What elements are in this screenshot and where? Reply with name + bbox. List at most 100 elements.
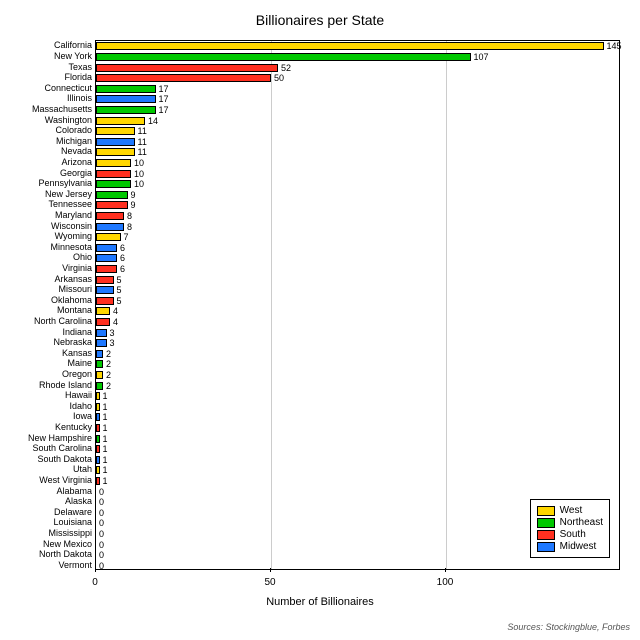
y-axis-label: Tennessee [2, 199, 92, 209]
x-axis-label: Number of Billionaires [0, 596, 640, 608]
y-axis-label: Alabama [2, 486, 92, 496]
gridline [271, 41, 272, 569]
y-axis-label: Arkansas [2, 274, 92, 284]
bar-value-label: 0 [99, 497, 104, 507]
bar-row: 0 [96, 530, 104, 538]
bar-row: 11 [96, 127, 147, 135]
bar [96, 74, 271, 82]
bar [96, 201, 128, 209]
y-axis-label: Michigan [2, 136, 92, 146]
bar-row: 3 [96, 339, 115, 347]
bar [96, 456, 100, 464]
bar-row: 145 [96, 42, 622, 50]
bar [96, 307, 110, 315]
y-axis-label: Minnesota [2, 242, 92, 252]
y-axis-label: Maine [2, 358, 92, 368]
bar-value-label: 11 [138, 137, 147, 147]
bar [96, 286, 114, 294]
bar-value-label: 3 [110, 338, 115, 348]
bar-value-label: 4 [113, 317, 118, 327]
bar-row: 2 [96, 382, 111, 390]
y-axis-label: Illinois [2, 93, 92, 103]
bar-value-label: 5 [117, 285, 122, 295]
bar-row: 0 [96, 519, 104, 527]
gridline [446, 41, 447, 569]
bar-row: 8 [96, 212, 132, 220]
bar [96, 42, 604, 50]
y-axis-label: Mississippi [2, 528, 92, 538]
y-axis-label: New Hampshire [2, 433, 92, 443]
bar-value-label: 8 [127, 211, 132, 221]
bar [96, 371, 103, 379]
y-axis-label: Florida [2, 72, 92, 82]
bar-row: 0 [96, 488, 104, 496]
bar-row: 107 [96, 53, 489, 61]
bar [96, 212, 124, 220]
bar-row: 1 [96, 424, 108, 432]
bar-row: 2 [96, 350, 111, 358]
bar-value-label: 6 [120, 264, 125, 274]
bar [96, 254, 117, 262]
bar-value-label: 9 [131, 190, 136, 200]
y-axis-label: California [2, 40, 92, 50]
bar [96, 159, 131, 167]
bar [96, 329, 107, 337]
plot-area: 1451075250171717141111111010109988766655… [95, 40, 620, 570]
y-axis-label: Colorado [2, 125, 92, 135]
y-axis-label: Missouri [2, 284, 92, 294]
bar [96, 117, 145, 125]
bar-value-label: 9 [131, 200, 136, 210]
y-axis-label: Wisconsin [2, 221, 92, 231]
bar [96, 466, 100, 474]
bar-value-label: 1 [103, 444, 108, 454]
bar-value-label: 0 [99, 550, 104, 560]
bar [96, 276, 114, 284]
x-tick [270, 568, 271, 572]
bar [96, 297, 114, 305]
bar [96, 170, 131, 178]
bar-row: 1 [96, 403, 108, 411]
bar-value-label: 1 [103, 402, 108, 412]
bar-row: 1 [96, 477, 108, 485]
bar [96, 477, 100, 485]
bar-value-label: 1 [103, 476, 108, 486]
y-axis-label: Kansas [2, 348, 92, 358]
bar-value-label: 11 [138, 147, 147, 157]
legend-swatch [537, 518, 555, 528]
bar-value-label: 52 [281, 63, 291, 73]
bar [96, 148, 135, 156]
legend-item: Northeast [537, 517, 603, 528]
bar-value-label: 11 [138, 126, 147, 136]
y-axis-label: New Mexico [2, 539, 92, 549]
bar-row: 50 [96, 74, 284, 82]
bar-row: 52 [96, 64, 291, 72]
bar-row: 0 [96, 509, 104, 517]
x-tick [95, 568, 96, 572]
y-axis-label: Oregon [2, 369, 92, 379]
bar [96, 53, 471, 61]
bar-row: 17 [96, 106, 169, 114]
bar-value-label: 14 [148, 116, 158, 126]
y-axis-label: Delaware [2, 507, 92, 517]
bar-row: 17 [96, 85, 169, 93]
bar-row: 10 [96, 180, 144, 188]
bar-value-label: 0 [99, 508, 104, 518]
bar-value-label: 1 [103, 423, 108, 433]
y-axis-label: Nevada [2, 146, 92, 156]
bar [96, 424, 100, 432]
bar [96, 64, 278, 72]
y-axis-label: North Carolina [2, 316, 92, 326]
bar-value-label: 1 [103, 434, 108, 444]
bar-value-label: 3 [110, 328, 115, 338]
bar [96, 265, 117, 273]
bar-row: 0 [96, 551, 104, 559]
bar-row: 5 [96, 297, 122, 305]
bar [96, 138, 135, 146]
bar-value-label: 2 [106, 359, 111, 369]
bar-value-label: 1 [103, 412, 108, 422]
bar-row: 1 [96, 392, 108, 400]
y-axis-label: Louisiana [2, 517, 92, 527]
bar-value-label: 10 [134, 169, 144, 179]
bar [96, 403, 100, 411]
bar-value-label: 107 [474, 52, 489, 62]
